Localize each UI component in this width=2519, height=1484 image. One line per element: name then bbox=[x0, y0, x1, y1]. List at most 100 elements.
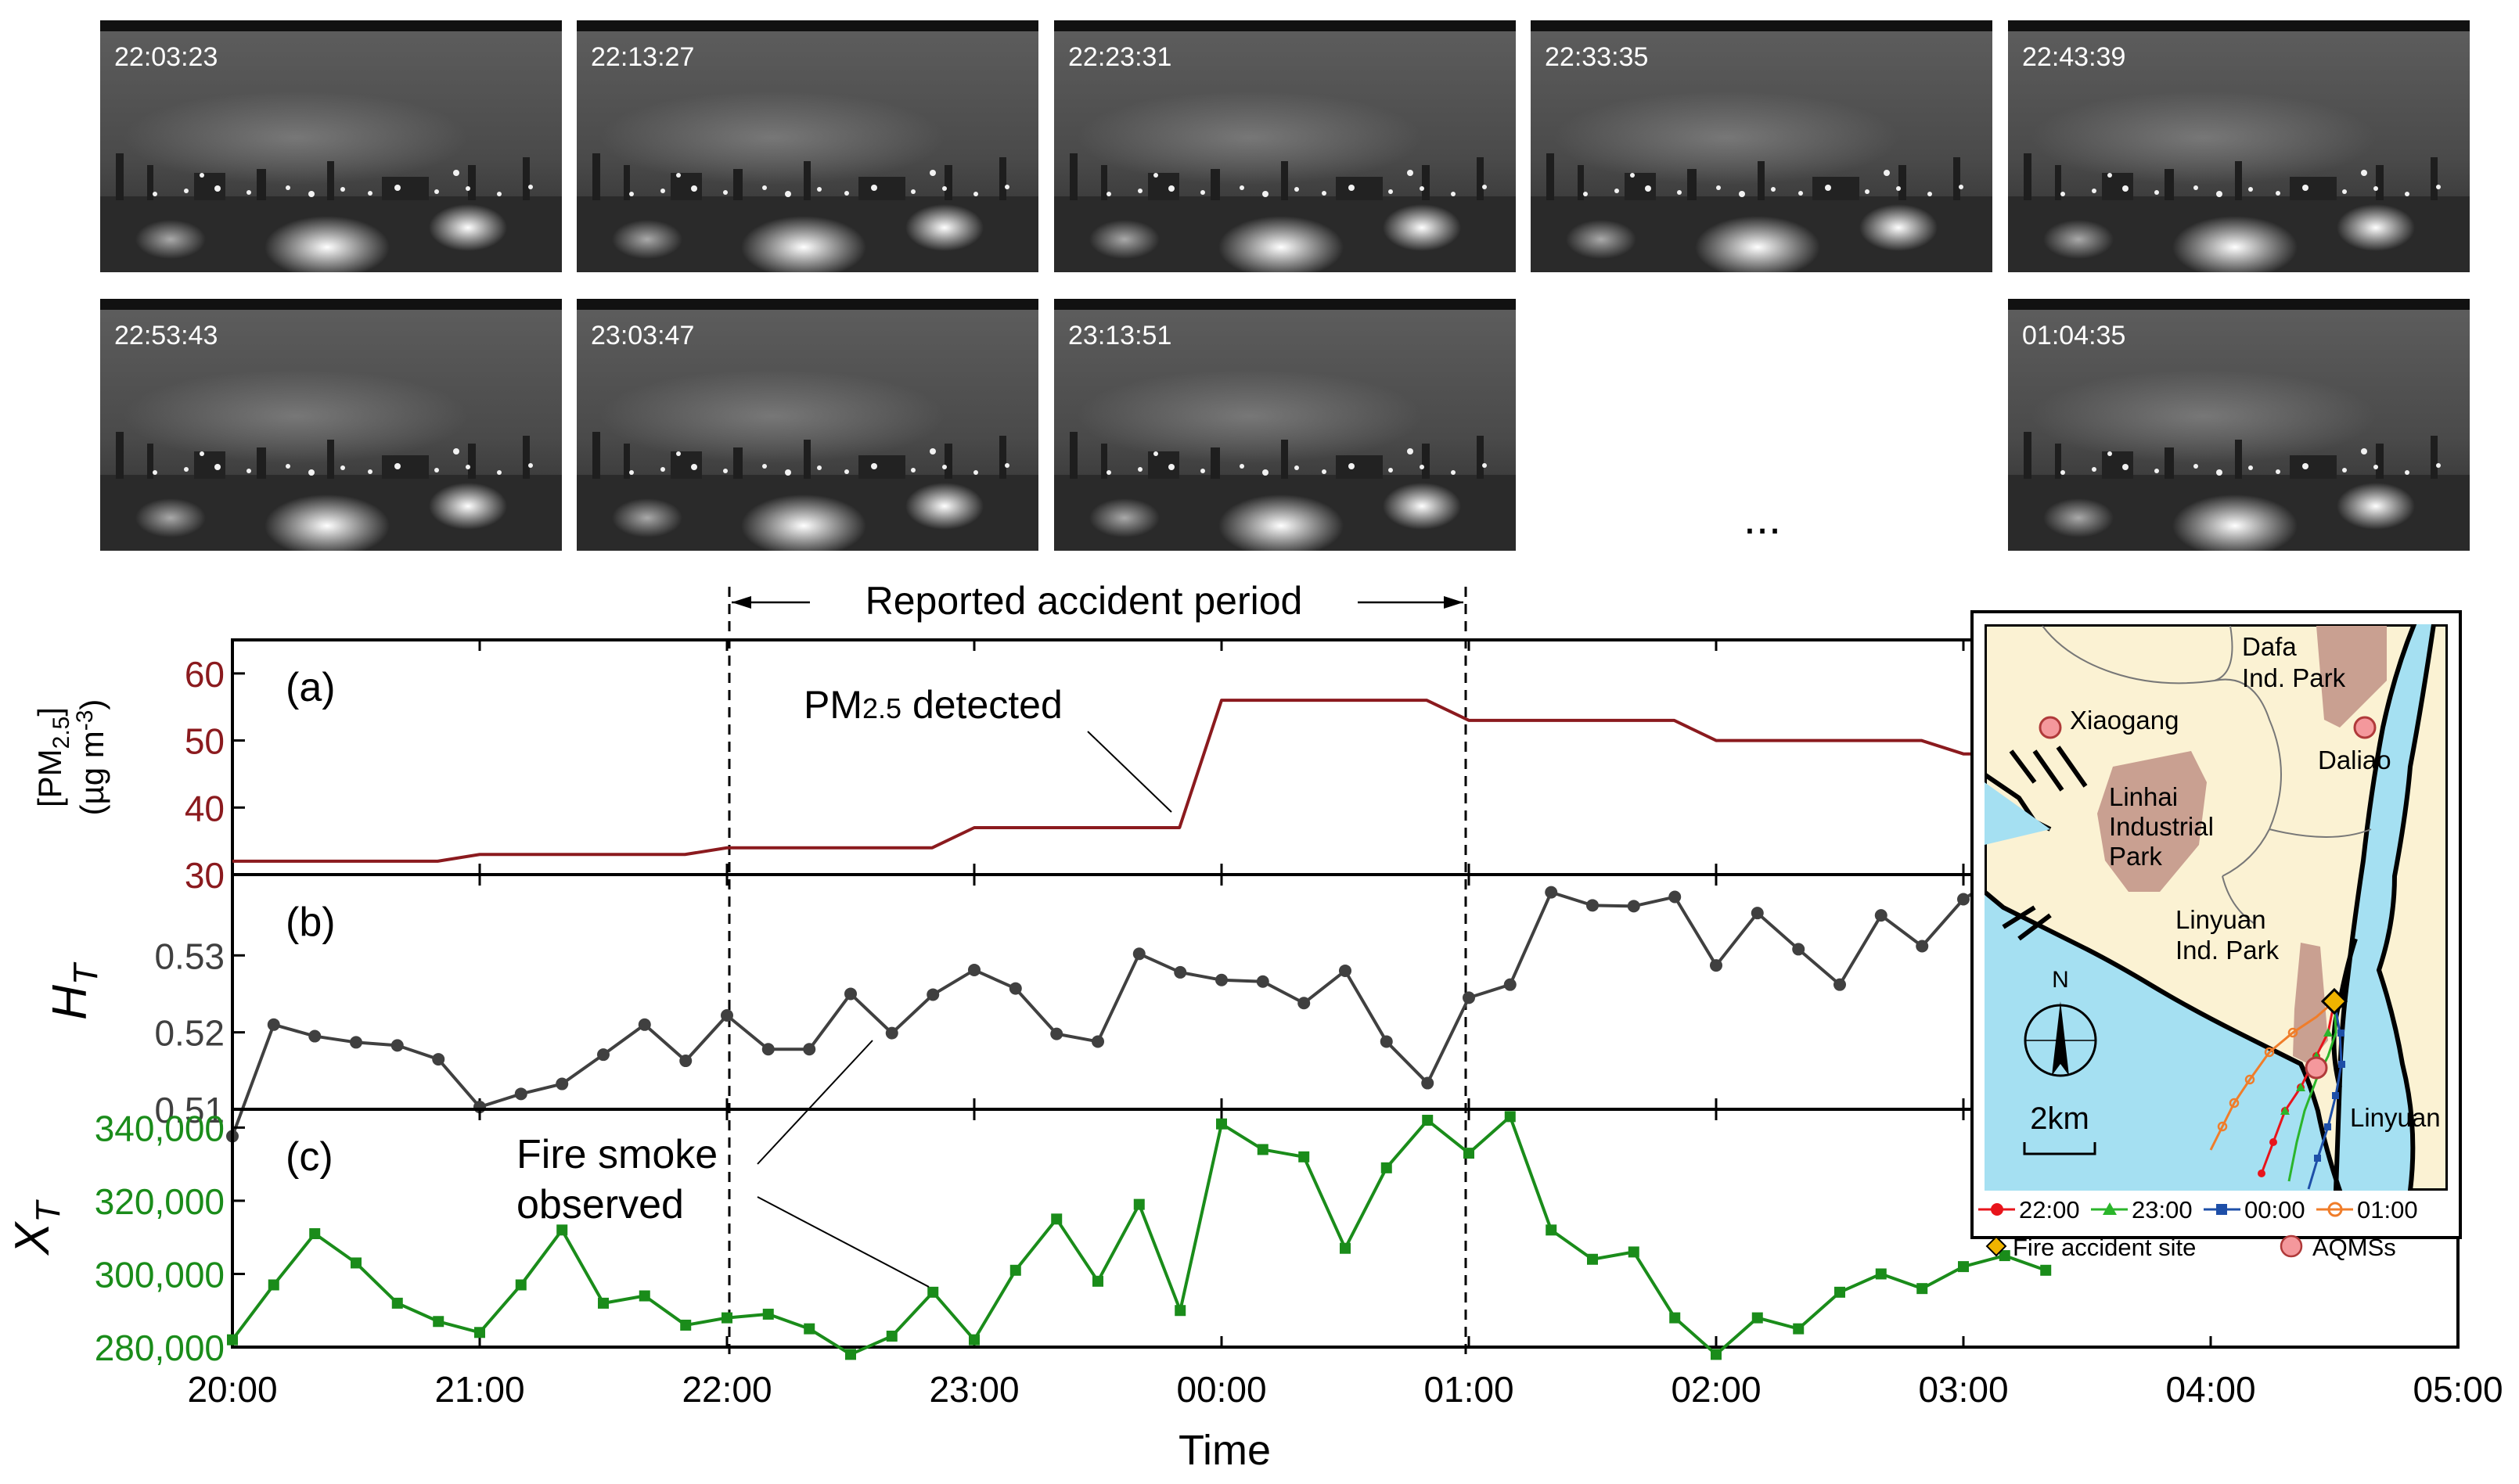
data-point bbox=[1751, 1312, 1763, 1324]
data-point bbox=[391, 1297, 403, 1309]
data-point bbox=[1999, 1250, 2010, 1262]
data-point bbox=[927, 988, 940, 1001]
data-point bbox=[1833, 978, 1846, 991]
thumbnail-6: 23:03:47 bbox=[577, 299, 1038, 557]
data-point bbox=[885, 1026, 898, 1040]
data-point bbox=[1916, 940, 1929, 953]
data-point bbox=[638, 1018, 651, 1031]
data-point bbox=[1504, 1111, 1516, 1123]
thumbnail-timestamp: 23:13:51 bbox=[1068, 321, 1171, 350]
data-point bbox=[639, 1290, 650, 1302]
svg-text:Dafa: Dafa bbox=[2242, 632, 2297, 661]
fire-smoke-pointer-1 bbox=[757, 1040, 873, 1165]
data-point bbox=[1216, 1118, 1227, 1130]
x-tick-label: 04:00 bbox=[2165, 1369, 2255, 1410]
aqms-daliao bbox=[2353, 716, 2377, 739]
thumbnail-8: 01:04:35 bbox=[2008, 299, 2470, 557]
data-point bbox=[1834, 1286, 1845, 1298]
data-point bbox=[680, 1319, 692, 1331]
data-point bbox=[803, 1043, 816, 1056]
y-axis-label: HT bbox=[43, 961, 105, 1020]
data-point bbox=[1421, 1076, 1434, 1090]
pm-detected-label: PM2.5 detected bbox=[804, 683, 1063, 727]
accident-period-annotation: Reported accident period bbox=[728, 579, 1467, 1361]
x-tick-label: 23:00 bbox=[929, 1369, 1019, 1410]
svg-text:2km: 2km bbox=[2030, 1101, 2089, 1136]
thumbnail-timestamp: 22:53:43 bbox=[114, 321, 218, 350]
data-point bbox=[1051, 1213, 1063, 1225]
y-tick-label: 60 bbox=[185, 654, 225, 695]
svg-text:Park: Park bbox=[2109, 842, 2162, 871]
data-point bbox=[1380, 1035, 1393, 1048]
data-point bbox=[1711, 1349, 1722, 1360]
thumbnail-timestamp: 23:03:47 bbox=[591, 321, 694, 350]
thumbnail-timestamp: 22:13:27 bbox=[591, 42, 694, 72]
data-point bbox=[844, 987, 857, 1001]
east-land bbox=[2376, 624, 2448, 1191]
data-point bbox=[1174, 965, 1187, 979]
data-point bbox=[514, 1087, 527, 1101]
aqms-xiaogang bbox=[2039, 716, 2062, 739]
data-point bbox=[1133, 1198, 1145, 1210]
data-point bbox=[1710, 959, 1722, 972]
data-point bbox=[1916, 1283, 1928, 1295]
north-arrow: N bbox=[2024, 967, 2097, 1077]
data-point bbox=[432, 1053, 445, 1066]
data-point bbox=[1587, 1253, 1598, 1265]
svg-text:Linyuan: Linyuan bbox=[2350, 1103, 2441, 1132]
series-line bbox=[231, 1115, 2046, 1356]
svg-text:AQMSs: AQMSs bbox=[2312, 1234, 2396, 1261]
y-tick-label: 0.51 bbox=[154, 1090, 225, 1130]
data-point bbox=[1050, 1027, 1063, 1040]
fire-smoke-pointer-2 bbox=[757, 1196, 930, 1288]
data-point bbox=[1463, 1148, 1474, 1159]
data-point bbox=[722, 1312, 732, 1324]
aqms-linyuan bbox=[2305, 1056, 2328, 1080]
data-point bbox=[845, 1349, 856, 1360]
data-point bbox=[804, 1323, 815, 1335]
thumbnail-timestamp: 22:03:23 bbox=[114, 42, 218, 72]
thumbnail-1: 22:13:27 bbox=[577, 20, 1038, 278]
data-point bbox=[350, 1036, 362, 1049]
y-tick-label: 50 bbox=[185, 721, 225, 762]
data-point bbox=[1340, 1242, 1351, 1254]
linhai-park bbox=[2097, 751, 2207, 892]
data-point bbox=[351, 1257, 362, 1269]
thumbnail-timestamp: 01:04:35 bbox=[2022, 321, 2125, 350]
data-point bbox=[598, 1297, 609, 1309]
thumbnail-timestamp: 22:43:39 bbox=[2022, 42, 2125, 72]
data-point bbox=[1009, 982, 1022, 995]
map-legend: 22:00 23:00 00:00 01:00 Fire accident si… bbox=[1978, 1196, 2418, 1261]
data-point bbox=[1792, 943, 1805, 956]
y-axis-label: [PM2.5] bbox=[31, 707, 74, 807]
data-point bbox=[1132, 947, 1146, 961]
thumbnail-5: 22:53:43 bbox=[100, 299, 562, 557]
data-point bbox=[1546, 1224, 1557, 1236]
data-point bbox=[2040, 1264, 2052, 1276]
linyuan-park bbox=[2293, 943, 2328, 1064]
data-point bbox=[1339, 964, 1351, 977]
data-point bbox=[1958, 1261, 1969, 1273]
data-point bbox=[1422, 1115, 1434, 1126]
svg-text:00:00: 00:00 bbox=[2244, 1196, 2305, 1223]
data-point bbox=[1503, 978, 1517, 991]
panel-label: (a) bbox=[286, 665, 336, 710]
x-tick-label: 21:00 bbox=[434, 1369, 524, 1410]
period-label: Reported accident period bbox=[865, 579, 1303, 623]
data-point bbox=[390, 1039, 404, 1052]
data-point bbox=[721, 1009, 733, 1022]
svg-text:Fire accident site: Fire accident site bbox=[2013, 1234, 2196, 1261]
x-tick-label: 02:00 bbox=[1671, 1369, 1761, 1410]
data-point bbox=[1092, 1035, 1104, 1048]
x-tick-label: 05:00 bbox=[2413, 1369, 2503, 1410]
data-point bbox=[308, 1029, 322, 1043]
thumbnail-3: 22:33:35 bbox=[1531, 20, 1992, 278]
x-tick-label: 20:00 bbox=[187, 1369, 277, 1410]
y-axis-unit: (µg m-3) bbox=[72, 699, 110, 816]
panel-label: (c) bbox=[286, 1134, 333, 1180]
data-point bbox=[679, 1055, 693, 1068]
data-point bbox=[268, 1279, 279, 1291]
y-tick-label: 320,000 bbox=[95, 1181, 225, 1222]
thumbnail-timestamp: 22:33:35 bbox=[1545, 42, 1648, 72]
